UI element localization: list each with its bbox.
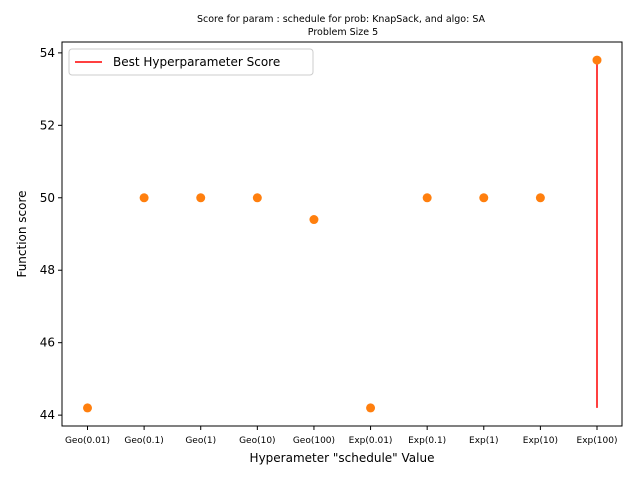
data-point (366, 403, 376, 413)
x-tick-label: Geo(0.01) (65, 436, 110, 446)
data-point (535, 193, 545, 203)
x-tick-label: Exp(0.01) (349, 436, 393, 446)
x-tick-label: Exp(0.1) (408, 436, 446, 446)
data-point (422, 193, 432, 203)
x-tick-label: Exp(1) (469, 436, 498, 446)
y-tick-label: 44 (40, 408, 55, 422)
x-tick-label: Exp(100) (577, 436, 618, 446)
chart-title-line-2: Problem Size 5 (308, 27, 378, 38)
plot-frame (61, 41, 623, 427)
x-axis-label: Hyperameter "schedule" Value (250, 451, 435, 465)
legend: Best Hyperparameter Score (68, 48, 314, 76)
legend-box (68, 48, 314, 76)
y-tick-label: 54 (40, 46, 55, 60)
plot-area (83, 55, 602, 413)
y-tick-label: 50 (40, 191, 55, 205)
data-point (309, 215, 319, 225)
legend-label: Best Hyperparameter Score (113, 55, 280, 69)
data-point (252, 193, 262, 203)
y-tick-label: 46 (40, 336, 55, 350)
x-tick-label: Exp(10) (523, 436, 558, 446)
x-tick-label: Geo(10) (239, 436, 276, 446)
data-point (592, 55, 602, 65)
x-tick-label: Geo(0.1) (124, 436, 163, 446)
data-point (196, 193, 206, 203)
data-point (139, 193, 149, 203)
x-tick-label: Geo(100) (293, 436, 335, 446)
x-tick-label: Geo(1) (185, 436, 216, 446)
data-point (83, 403, 92, 413)
chart-title-line-1: Score for param : schedule for prob: Kna… (197, 14, 486, 25)
y-axis-label: Function score (15, 190, 29, 277)
y-tick-label: 48 (40, 263, 55, 277)
data-point (479, 193, 489, 203)
y-tick-label: 52 (40, 118, 55, 132)
